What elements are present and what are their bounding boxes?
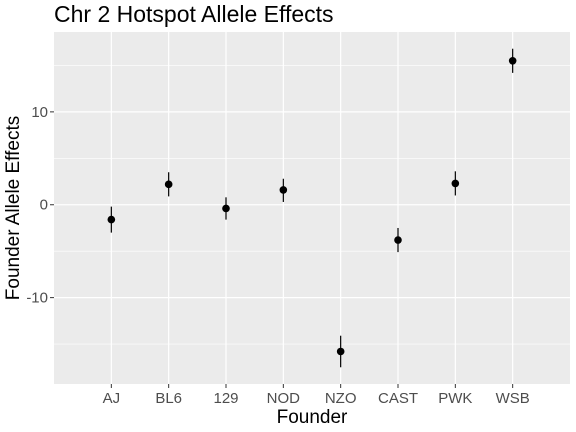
x-tick-label: CAST [378, 390, 418, 407]
y-axis: -10 0 10 [26, 104, 54, 307]
y-tick-label: 0 [40, 197, 48, 214]
x-tick-label: BL6 [155, 390, 182, 407]
plot-panel [54, 32, 570, 384]
y-tick-label: 10 [31, 104, 48, 121]
x-tick-label: AJ [103, 390, 121, 407]
chart-title: Chr 2 Hotspot Allele Effects [54, 1, 334, 27]
point-cast [394, 236, 402, 244]
x-tick-label: 129 [213, 390, 238, 407]
point-aj [107, 215, 116, 224]
x-axis-label: Founder [277, 407, 348, 428]
data-points [107, 56, 517, 356]
point-wsb [508, 56, 517, 65]
x-tick-label: NZO [325, 390, 357, 407]
major-gridlines [54, 32, 570, 384]
point-pwk [451, 179, 460, 188]
point-nzo [336, 347, 345, 356]
x-axis: AJ BL6 129 NOD NZO CAST PWK WSB [103, 384, 530, 407]
x-tick-label: NOD [267, 390, 301, 407]
point-129 [222, 204, 230, 213]
x-tick-label: WSB [496, 390, 530, 407]
point-nod [279, 186, 288, 194]
y-tick-label: -10 [26, 290, 48, 307]
minor-gridlines [54, 65, 570, 345]
x-tick-label: PWK [438, 390, 472, 407]
y-axis-label: Founder Allele Effects [3, 116, 24, 300]
point-bl6 [164, 180, 173, 189]
